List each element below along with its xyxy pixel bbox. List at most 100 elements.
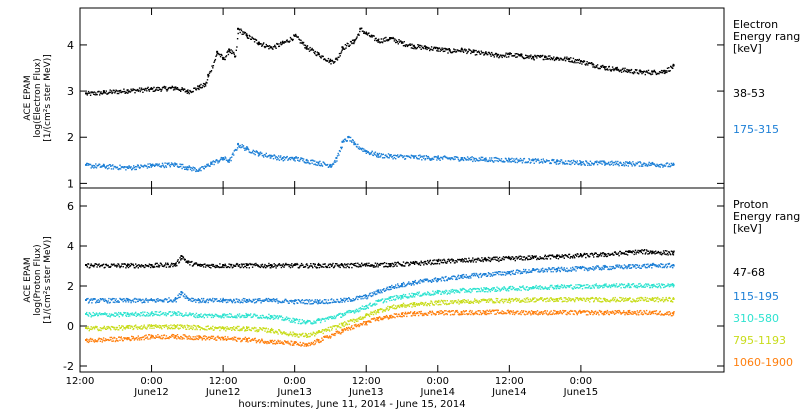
data-point: [108, 91, 111, 93]
data-point: [560, 159, 563, 161]
data-point: [398, 285, 401, 288]
data-point: [455, 51, 458, 53]
data-point: [372, 266, 375, 268]
data-point: [184, 297, 186, 299]
data-point: [350, 262, 352, 265]
data-point: [378, 264, 380, 266]
data-point: [107, 264, 109, 267]
data-point: [93, 165, 96, 167]
data-point: [382, 302, 384, 304]
y-tick-label: 3: [67, 85, 74, 98]
data-point: [376, 264, 378, 266]
data-point: [161, 162, 164, 165]
data-point: [263, 300, 266, 302]
data-point: [407, 296, 409, 298]
data-point: [157, 164, 160, 166]
data-point: [299, 39, 301, 41]
data-point: [259, 266, 262, 269]
data-point: [164, 87, 166, 89]
data-point: [627, 162, 630, 165]
data-point: [308, 266, 310, 269]
data-point: [581, 163, 583, 166]
data-point: [199, 167, 201, 169]
data-point: [180, 255, 183, 257]
data-point: [336, 160, 338, 162]
data-point: [371, 150, 373, 152]
data-point: [638, 161, 640, 163]
data-point: [413, 46, 416, 48]
data-point: [246, 266, 248, 269]
data-point: [285, 157, 287, 159]
data-point: [484, 157, 487, 160]
data-point: [643, 264, 645, 267]
data-point: [576, 267, 578, 270]
data-point: [463, 288, 465, 290]
data-point: [500, 158, 503, 160]
data-point: [611, 285, 614, 288]
data-point: [133, 328, 135, 330]
data-point: [206, 163, 208, 166]
data-point: [609, 161, 612, 163]
data-point: [564, 268, 566, 271]
data-point: [201, 301, 203, 303]
data-point: [164, 162, 166, 164]
data-point: [142, 311, 144, 313]
data-point: [551, 268, 553, 270]
data-point: [506, 53, 509, 55]
data-point: [105, 90, 107, 92]
data-point: [265, 43, 267, 46]
data-point: [174, 263, 177, 265]
data-point: [635, 267, 637, 269]
data-point: [302, 43, 304, 45]
data-point: [670, 285, 672, 287]
data-point: [489, 53, 492, 56]
data-point: [299, 318, 301, 321]
data-point: [515, 256, 518, 258]
data-point: [99, 329, 101, 331]
data-point: [456, 49, 458, 51]
data-point: [147, 265, 149, 267]
data-point: [478, 50, 480, 52]
data-point: [202, 328, 205, 330]
data-point: [619, 70, 621, 73]
data-point: [625, 161, 627, 163]
data-point: [653, 264, 656, 266]
data-point: [638, 165, 641, 167]
data-point: [506, 290, 508, 292]
data-point: [603, 253, 606, 255]
data-point: [210, 71, 212, 73]
data-point: [87, 297, 89, 300]
data-point: [517, 54, 520, 56]
data-point: [571, 256, 573, 258]
data-point: [159, 88, 162, 90]
data-point: [554, 58, 556, 61]
data-point: [347, 311, 349, 314]
data-point: [229, 50, 231, 52]
data-point: [268, 45, 271, 47]
data-point: [139, 326, 141, 328]
data-point: [545, 255, 548, 258]
data-point: [595, 161, 597, 164]
data-point: [274, 44, 276, 47]
data-point: [142, 298, 144, 301]
data-point: [270, 316, 273, 319]
data-point: [521, 256, 523, 258]
data-point: [242, 301, 244, 304]
data-point: [410, 296, 413, 298]
data-point: [238, 29, 241, 31]
data-point: [281, 41, 284, 44]
data-point: [202, 84, 204, 87]
data-point: [178, 261, 181, 263]
data-point: [538, 286, 541, 288]
data-point: [236, 298, 238, 300]
data-point: [175, 314, 177, 316]
data-point: [324, 163, 326, 165]
data-point: [666, 67, 669, 69]
data-point: [470, 261, 472, 263]
data-point: [365, 31, 367, 33]
data-point: [181, 167, 183, 170]
data-point: [587, 255, 590, 257]
data-point: [140, 312, 143, 314]
data-point: [153, 324, 156, 327]
data-point: [435, 156, 437, 158]
